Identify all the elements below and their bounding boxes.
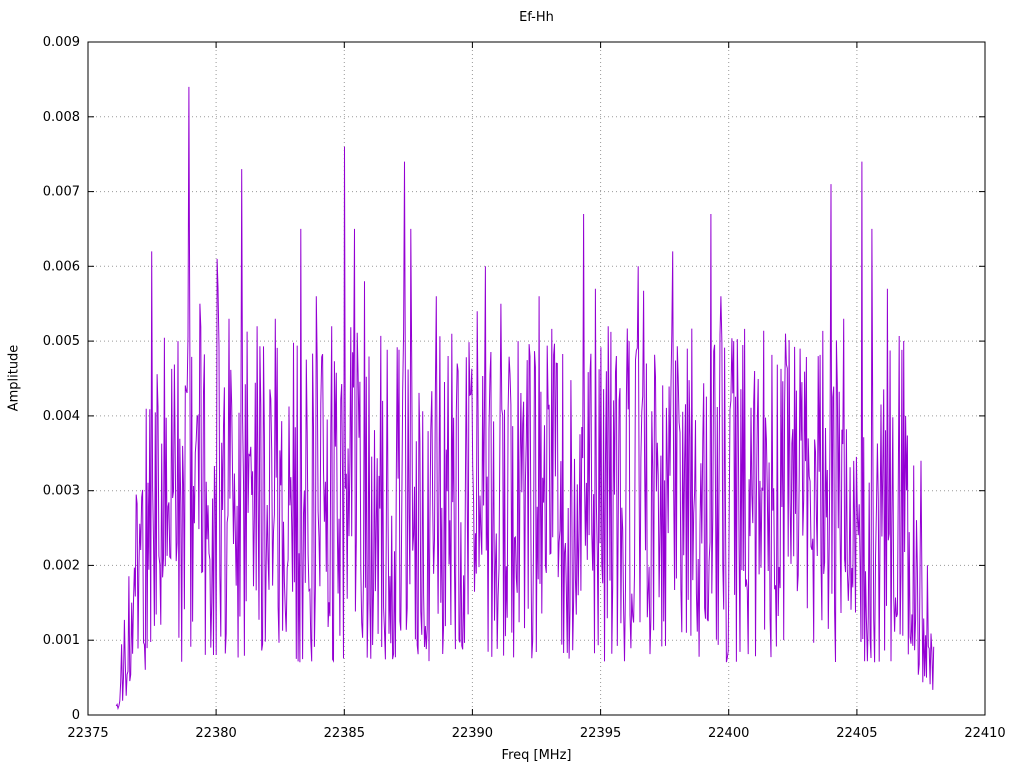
plot-border	[87, 41, 986, 716]
y-tick-label: 0	[72, 708, 80, 723]
x-tick-label: 22375	[67, 726, 108, 741]
x-tick-label: 22390	[452, 726, 493, 741]
x-axis-label: Freq [MHz]	[501, 748, 572, 763]
y-tick-label: 0.005	[43, 334, 80, 349]
x-tick-label: 22395	[580, 726, 621, 741]
y-tick-label: 0.008	[43, 110, 80, 125]
x-tick-label: 22380	[195, 726, 236, 741]
x-tick-label: 22410	[964, 726, 1005, 741]
y-tick-label: 0.006	[43, 259, 80, 274]
x-tick-label: 22400	[708, 726, 749, 741]
x-tick-label: 22405	[836, 726, 877, 741]
x-tick-label: 22385	[324, 726, 365, 741]
y-tick-label: 0.009	[43, 35, 80, 50]
y-tick-label: 0.003	[43, 484, 80, 499]
y-tick-label: 0.002	[43, 558, 80, 573]
chart-title: Ef-Hh	[519, 10, 554, 25]
y-tick-label: 0.007	[43, 185, 80, 200]
signal-line	[115, 86, 935, 711]
y-tick-label: 0.001	[43, 633, 80, 648]
y-tick-label: 0.004	[43, 409, 80, 424]
